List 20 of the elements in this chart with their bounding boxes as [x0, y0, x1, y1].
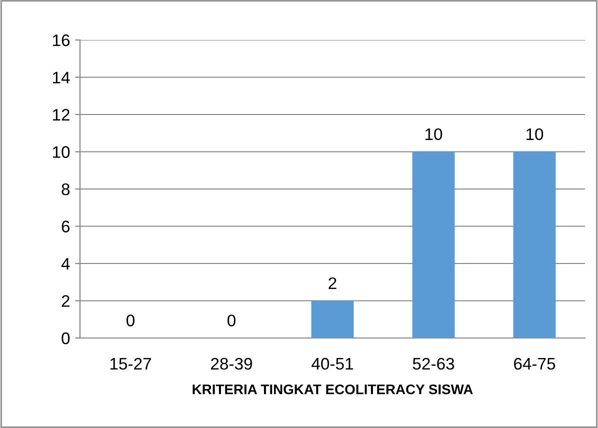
x-tick-label: 40-51	[312, 358, 353, 370]
y-tick-label: 12	[53, 108, 70, 121]
y-tick-label: 16	[53, 34, 70, 46]
x-tick-label: 28-39	[211, 358, 252, 370]
y-tick-label: 0	[62, 332, 70, 344]
x-tick-label: 64-75	[514, 358, 556, 370]
data-label: 0	[126, 314, 134, 326]
data-label: 0	[228, 314, 236, 326]
y-tick-label: 4	[61, 258, 70, 270]
x-axis-title: KRITERIA TINGKAT ECOLITERACY SISWA	[192, 384, 473, 394]
x-tick-label: 15-27	[110, 358, 151, 370]
data-label: 10	[426, 128, 442, 140]
y-tick-label: 6	[62, 220, 70, 232]
y-tick-label: 2	[62, 295, 70, 307]
x-tick-label: 52-63	[412, 358, 454, 370]
data-label: 10	[526, 128, 544, 140]
y-tick-label: 10	[53, 146, 70, 158]
y-tick-label: 14	[53, 72, 70, 84]
y-tick-label: 8	[62, 183, 70, 196]
data-label: 2	[328, 277, 336, 289]
